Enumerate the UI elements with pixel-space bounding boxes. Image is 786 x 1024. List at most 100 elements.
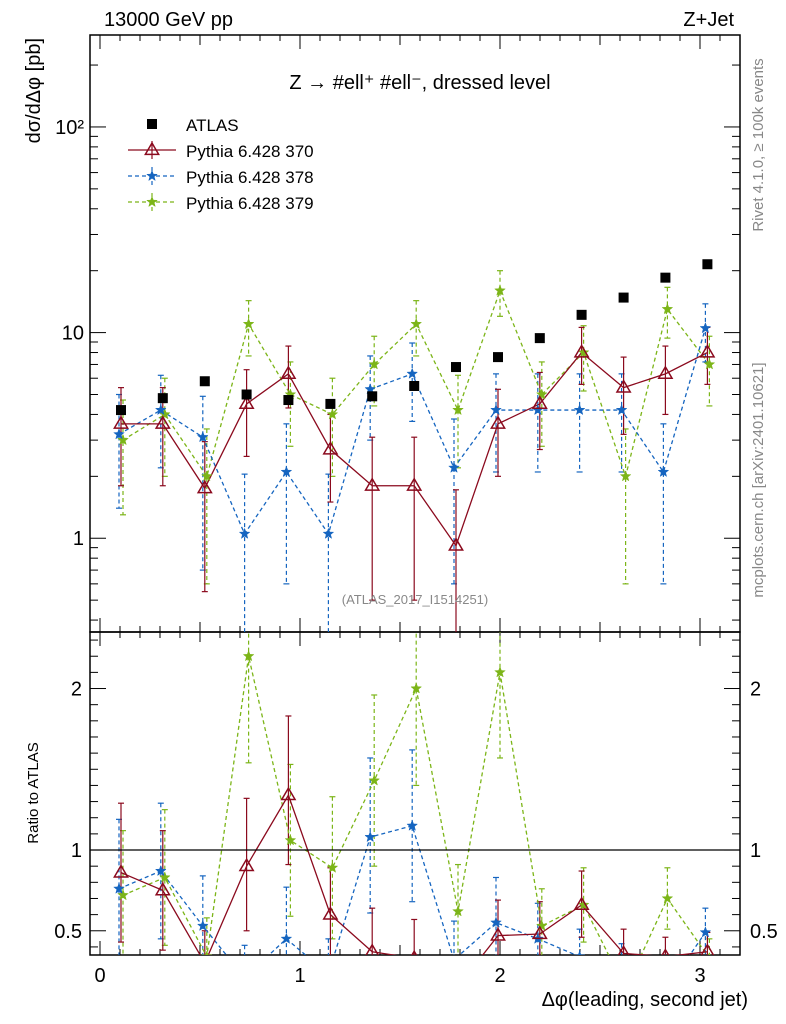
atlas-data-point xyxy=(199,376,210,387)
legend-marker xyxy=(144,141,160,156)
pythia-379-point xyxy=(494,284,506,296)
pythia-379-point xyxy=(494,666,506,678)
pythia-379-point xyxy=(410,682,423,694)
pythia-370-point xyxy=(280,786,297,801)
series-markers xyxy=(113,259,716,993)
legend-label: Pythia 6.428 379 xyxy=(186,194,314,213)
pythia-378-point xyxy=(490,403,502,416)
pythia-378-point xyxy=(406,819,419,831)
pythia-379-point xyxy=(158,871,171,883)
pythia-379-point xyxy=(326,861,339,873)
pythia-370-point xyxy=(154,415,171,429)
pythia-370-point xyxy=(406,477,423,491)
pythia-378-point xyxy=(699,322,712,334)
axis-ticks: 0 1 2 3 1 10 10² 0.5 0.5 1 1 2 2 xyxy=(54,35,778,987)
mcplots-source-label: mcplots.cern.ch [arXiv:2401.10621] xyxy=(750,362,767,597)
y-tick-label: 10 xyxy=(62,323,84,345)
y-tick-label: 10² xyxy=(55,117,84,139)
ratio-y-tick-label: 1 xyxy=(71,840,82,862)
pythia-379-point xyxy=(577,346,590,358)
pythia-370-point xyxy=(238,395,255,410)
pythia-379-point xyxy=(661,892,674,904)
ratio-y-axis-label: Ratio to ATLAS xyxy=(25,742,42,843)
atlas-data-point xyxy=(451,362,461,373)
pythia-370-point xyxy=(196,479,213,494)
pythia-379-point xyxy=(703,358,716,370)
atlas-data-point xyxy=(157,393,168,404)
pythia-378-point xyxy=(280,932,293,944)
pythia-379-point xyxy=(577,898,590,910)
pythia-370-point xyxy=(615,379,632,393)
pythia-378-point xyxy=(406,367,419,379)
ratio-y-tick-label: 2 xyxy=(71,679,82,701)
pythia-379-point xyxy=(284,834,297,846)
x-axis-label: Δφ(leading, second jet) xyxy=(542,989,748,1011)
pythia-370-point xyxy=(449,982,462,993)
pythia-379-point xyxy=(368,774,381,786)
legend-label: Pythia 6.428 370 xyxy=(186,142,314,161)
y-tick-label: 1 xyxy=(73,528,84,550)
main-marker-group xyxy=(113,259,716,551)
pythia-370-point xyxy=(204,954,206,955)
ratio-y-tick-label-right: 1 xyxy=(750,840,761,862)
pythia-378-point xyxy=(657,465,670,478)
x-tick-label: 3 xyxy=(694,965,705,987)
y-axis-label: dσ/dΔφ [pb] xyxy=(23,38,45,143)
pythia-379-point xyxy=(708,952,711,955)
pythia-379-point xyxy=(410,317,423,330)
pythia-370-point xyxy=(280,365,297,379)
pythia-378-point xyxy=(573,950,586,955)
pythia-379-point xyxy=(326,408,339,420)
legend-entry: ATLAS xyxy=(147,116,239,135)
ratio-y-tick-label: 0.5 xyxy=(54,921,82,943)
pythia-378-line xyxy=(118,825,706,955)
legend-entry: Pythia 6.428 378 xyxy=(128,167,314,187)
pythia-378-point xyxy=(113,428,125,440)
atlas-data-point xyxy=(576,309,587,320)
pythia-370-point xyxy=(113,864,129,878)
pythia-370-point xyxy=(657,365,674,379)
process-label: Z+Jet xyxy=(683,9,734,31)
legend-marker xyxy=(147,119,157,129)
pythia-378-point xyxy=(573,403,586,416)
pythia-370-point xyxy=(364,477,381,491)
pythia-379-point xyxy=(452,403,464,416)
x-tick-label: 0 xyxy=(94,965,105,987)
legend-marker xyxy=(146,195,158,208)
pythia-378-point xyxy=(448,461,460,473)
ratio-y-tick-label-right: 0.5 xyxy=(750,921,778,943)
pythia-379-point xyxy=(200,950,213,955)
pythia-370-point xyxy=(700,943,715,955)
analysis-id-label: (ATLAS_2017_I1514251) xyxy=(342,592,488,607)
pythia-370-point xyxy=(238,857,255,872)
pythia-378-point xyxy=(196,919,209,931)
ratio-error-group xyxy=(116,632,713,955)
pythia-378-point xyxy=(323,969,333,979)
pythia-379-point xyxy=(117,889,129,901)
x-tick-label: 1 xyxy=(294,965,305,987)
pythia-378-point xyxy=(154,864,167,877)
chart-frames xyxy=(89,34,741,956)
legend-marker xyxy=(146,169,158,182)
pythia-370-point xyxy=(322,441,339,455)
legend-label: ATLAS xyxy=(186,116,239,135)
pythia-378-point xyxy=(239,972,249,982)
legend-entry: Pythia 6.428 370 xyxy=(128,141,314,161)
pythia-370-point xyxy=(322,906,339,920)
pythia-379-point xyxy=(661,302,674,315)
pythia-378-point xyxy=(364,830,377,843)
pythia-378-point xyxy=(280,465,293,478)
pythia-378-point xyxy=(616,961,626,971)
pythia-378-point xyxy=(699,926,712,938)
ratio-plot-frame xyxy=(89,631,741,956)
pythia-378-point xyxy=(490,916,502,928)
atlas-data-point xyxy=(618,292,629,303)
pythia-370-line xyxy=(121,351,708,548)
pythia-379-point xyxy=(242,317,255,330)
pythia-379-point xyxy=(200,470,213,482)
atlas-data-point xyxy=(702,259,713,270)
pythia-370-point xyxy=(573,896,590,911)
pythia-370-point xyxy=(531,925,548,940)
atlas-data-point xyxy=(409,380,420,391)
